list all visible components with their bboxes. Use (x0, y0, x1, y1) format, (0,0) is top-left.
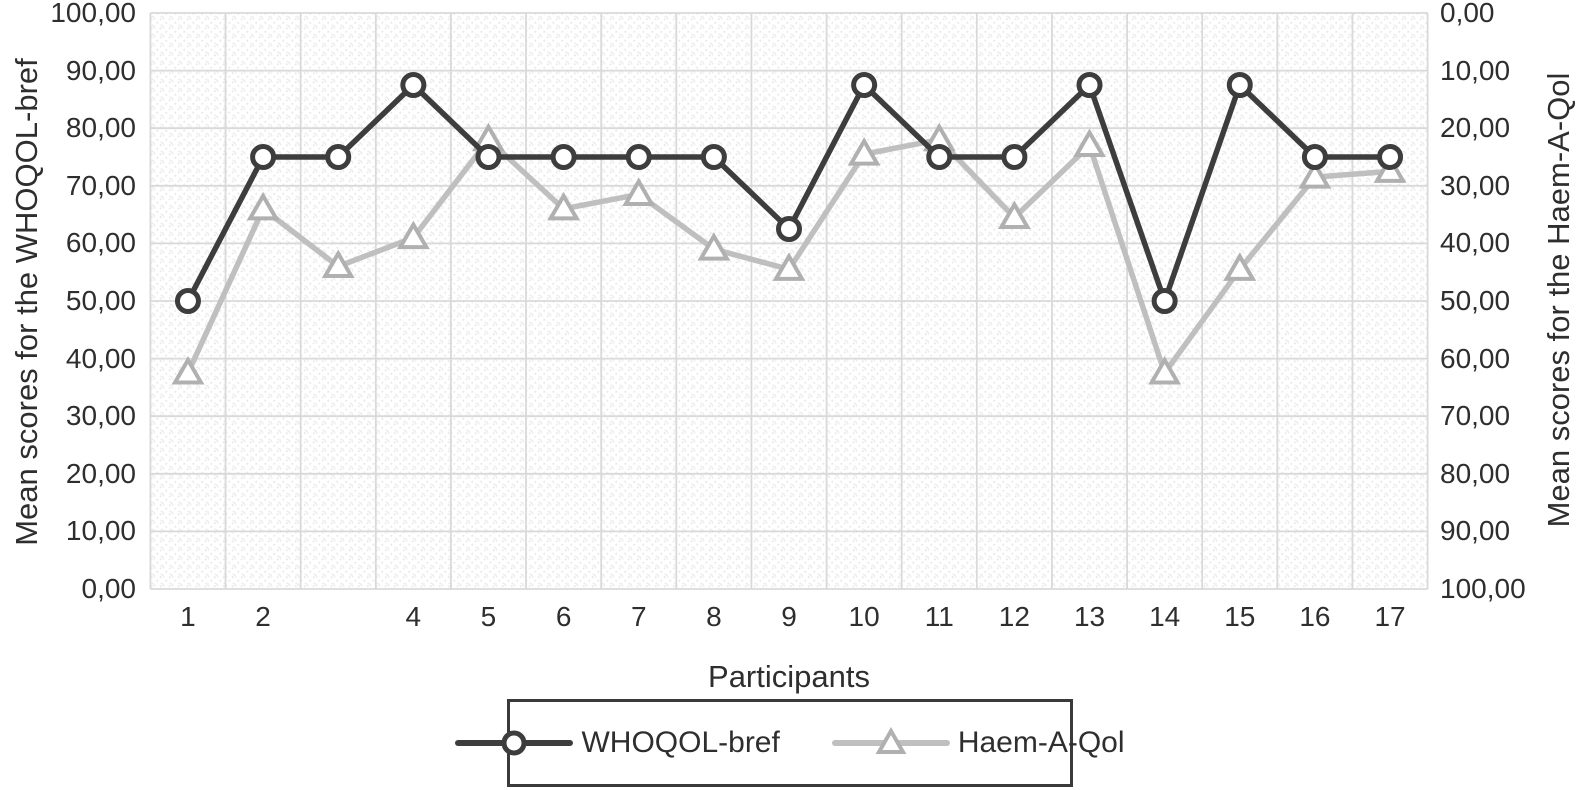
data-point-triangle (997, 200, 1031, 229)
x-axis-tick-label: 12 (998, 601, 1030, 632)
legend-label-whoqol: WHOQOL-bref (581, 726, 780, 759)
right-axis-tick-label: 40,00 (1440, 227, 1511, 259)
data-point-circle (776, 216, 802, 242)
right-axis-tick-label: 20,00 (1440, 112, 1511, 144)
x-axis-tick-label: 7 (630, 601, 647, 632)
data-point-triangle (697, 232, 731, 261)
left-axis-tick-label: 50,00 (65, 285, 136, 316)
x-axis-tick-label: 9 (781, 601, 797, 632)
x-axis-tick-label: 15 (1224, 601, 1256, 632)
data-point-triangle (246, 191, 280, 221)
data-point-triangle (1073, 128, 1106, 157)
right-axis-tick-label: 80,00 (1440, 457, 1511, 489)
data-point-triangle (171, 356, 205, 385)
legend-item-haem: Haem-A-Qol (831, 725, 1125, 761)
left-axis-tick-label: 100,00 (50, 0, 136, 28)
left-axis-tick-label: 30,00 (65, 400, 136, 432)
data-point-triangle (1298, 160, 1332, 189)
data-point-triangle (396, 220, 430, 250)
data-point-circle (550, 144, 577, 170)
right-axis-tick-label: 0,00 (1440, 0, 1495, 28)
x-axis-tick-label: 10 (848, 601, 880, 632)
legend-label-haem: Haem-A-Qol (957, 726, 1125, 759)
data-point-circle (700, 144, 727, 170)
data-point-circle (250, 144, 277, 170)
left-axis-tick-label: 70,00 (65, 169, 136, 201)
data-point-circle (1076, 72, 1103, 98)
right-axis-tick-label: 90,00 (1440, 515, 1511, 547)
right-axis-tick-label: 70,00 (1440, 400, 1511, 432)
data-point-triangle (772, 252, 806, 281)
right-axis-tick-label: 60,00 (1440, 342, 1511, 374)
x-axis-title: Participants (708, 659, 870, 694)
data-point-circle (174, 288, 201, 314)
x-axis-tick-label: 11 (924, 601, 954, 632)
data-point-circle (325, 144, 352, 170)
data-point-circle (1151, 288, 1178, 314)
data-point-triangle (847, 137, 881, 166)
data-point-circle (1301, 144, 1328, 170)
data-point-circle (1377, 144, 1404, 170)
left-axis-tick-label: 60,00 (65, 227, 136, 259)
data-point-circle (1226, 72, 1253, 98)
x-axis-tick-label: 5 (480, 601, 497, 632)
data-point-triangle (622, 177, 656, 206)
data-point-circle (625, 144, 652, 170)
right-axis-tick-label: 30,00 (1440, 169, 1511, 201)
data-point-triangle (1223, 252, 1257, 281)
x-axis-tick-label: 4 (405, 601, 422, 632)
left-axis-tick-label: 20,00 (65, 457, 136, 489)
whoqol-line-sample-icon (455, 730, 574, 756)
data-point-circle (926, 144, 953, 170)
left-axis-tick-label: 40,00 (65, 342, 136, 374)
legend-item-whoqol: WHOQOL-bref (455, 725, 780, 761)
left-axis-tick-label: 0,00 (81, 573, 137, 604)
data-point-circle (1001, 144, 1028, 170)
right-axis-tick-label: 50,00 (1440, 285, 1511, 316)
x-axis-tick-label: 1 (180, 601, 196, 632)
x-axis-tick-label: 8 (706, 601, 722, 632)
x-axis-tick-label: 2 (255, 601, 271, 632)
data-point-circle (851, 72, 878, 98)
data-point-triangle (1148, 356, 1182, 385)
x-axis-tick-label: 14 (1149, 601, 1181, 632)
haem-line-sample-icon (831, 726, 950, 754)
right-axis-tick-label: 100,00 (1440, 573, 1526, 604)
left-axis-tick-label: 90,00 (65, 54, 136, 86)
legend: WHOQOL-bref Haem-A-Qol (455, 699, 1125, 787)
x-axis-tick-label: 13 (1073, 601, 1106, 632)
left-axis-tick-label: 10,00 (65, 515, 136, 547)
right-axis-tick-label: 10,00 (1440, 54, 1511, 86)
x-axis-tick-label: 6 (555, 601, 572, 632)
left-axis-tick-label: 80,00 (65, 112, 136, 144)
data-point-circle (400, 72, 427, 98)
x-axis-tick-label: 17 (1374, 601, 1406, 632)
data-point-circle (475, 144, 502, 170)
data-point-triangle (547, 191, 581, 221)
x-axis-tick-label: 16 (1299, 601, 1331, 632)
data-point-triangle (321, 249, 355, 278)
